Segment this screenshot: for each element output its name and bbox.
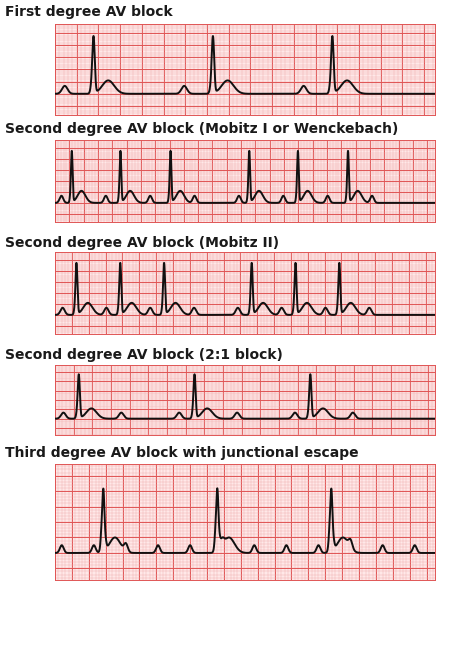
Text: Second degree AV block (Mobitz II): Second degree AV block (Mobitz II) <box>5 236 279 250</box>
Text: Third degree AV block with junctional escape: Third degree AV block with junctional es… <box>5 446 359 460</box>
Text: Second degree AV block (Mobitz I or Wenckebach): Second degree AV block (Mobitz I or Wenc… <box>5 122 399 136</box>
Text: First degree AV block: First degree AV block <box>5 5 173 19</box>
Text: Second degree AV block (2:1 block): Second degree AV block (2:1 block) <box>5 348 284 362</box>
